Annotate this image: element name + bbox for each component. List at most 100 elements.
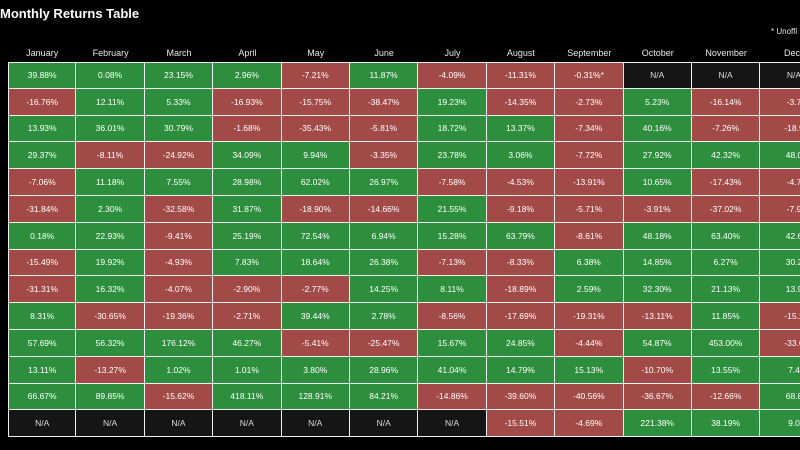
table-cell: 0.18% (8, 222, 77, 250)
column-header-february: February (92, 48, 129, 58)
table-cell: -8.61% (555, 222, 624, 250)
table-cell: 13.11% (8, 356, 77, 384)
table-cell: -19.36% (144, 303, 214, 330)
table-cell: -25.47% (349, 329, 419, 357)
table-cell: 5.33% (144, 88, 214, 116)
table-cell: 25.19% (213, 222, 282, 250)
table-cell: -7.34% (555, 115, 624, 143)
table-cell: -3.35% (349, 142, 419, 170)
table-cell: 22.93% (76, 222, 145, 250)
table-cell: 221.38% (623, 410, 692, 438)
table-cell: -11.31% (486, 62, 556, 89)
table-cell: -32.58% (144, 195, 214, 223)
column-header-july: July (444, 48, 461, 58)
table-cell: 19.92% (76, 249, 145, 277)
table-cell: -13.27% (76, 356, 145, 384)
table-cell: -18.90% (281, 195, 350, 223)
column-header-april: April (238, 48, 257, 58)
table-cell: 84.21% (349, 383, 419, 411)
table-cell: 28.96% (349, 356, 419, 384)
table-cell: -1.68% (213, 115, 282, 143)
table-cell: 176.12% (144, 329, 214, 357)
table-cell: -15.49% (8, 249, 77, 277)
table-cell: -5.71% (555, 195, 624, 223)
table-cell: -19.31% (555, 303, 624, 330)
table-cell: 30.2 (760, 249, 800, 277)
table-cell: N/A (213, 410, 282, 438)
table-cell: 14.79% (486, 356, 556, 384)
table-cell: 21.55% (418, 195, 487, 223)
table-cell: 2.30% (76, 195, 145, 223)
table-cell: -33.0 (760, 329, 800, 357)
table-cell: -7.72% (555, 142, 624, 170)
table-cell: 3.80% (281, 356, 350, 384)
table-cell: 42.32% (691, 142, 761, 170)
table-cell: -3.91% (623, 195, 692, 223)
table-cell: -40.56% (555, 383, 624, 411)
table-cell: -38.47% (349, 88, 419, 116)
table-cell: 46.27% (213, 329, 282, 357)
table-cell: 18.72% (418, 115, 487, 143)
table-cell: 18.64% (281, 249, 350, 277)
monthly-returns-table: January February March April May June July Augu… (8, 44, 800, 438)
column-header-october: October (641, 48, 674, 58)
table-cell: 42.6 (760, 222, 800, 250)
table-cell: -14.86% (418, 383, 487, 411)
table-cell: -2.71% (213, 303, 282, 330)
table-cell: 13.37% (486, 115, 556, 143)
table-cell: 2.59% (555, 276, 624, 304)
table-cell: -35.43% (281, 115, 350, 143)
table-cell: -16.93% (213, 88, 282, 116)
table-cell: -2.73% (555, 88, 624, 116)
table-cell: 23.15% (144, 62, 214, 89)
table-cell: 12.11% (76, 88, 145, 116)
table-cell: 34.09% (213, 142, 282, 170)
table-cell: -13.91% (555, 169, 624, 196)
table-cell: 6.94% (349, 222, 419, 250)
table-cell: 13.55% (691, 356, 761, 384)
table-cell: -16.14% (691, 88, 761, 116)
table-cell: N/A (691, 62, 761, 89)
table-cell: -12.66% (691, 383, 761, 411)
table-cell: 39.88% (8, 62, 77, 89)
table-cell: 39.44% (281, 303, 350, 330)
table-cell: 26.97% (349, 169, 419, 196)
table-cell: 54.87% (623, 329, 692, 357)
table-cell: N/A (760, 62, 800, 89)
table-cell: 9.0 (760, 410, 800, 438)
table-cell: -13.11% (623, 303, 692, 330)
column-header-september: September (567, 48, 612, 58)
table-cell: 14.85% (623, 249, 692, 277)
table-cell: 6.38% (555, 249, 624, 277)
table-cell: -14.35% (486, 88, 556, 116)
column-header-dece: Dece (783, 48, 800, 58)
table-cell: 63.40% (691, 222, 761, 250)
table-cell: -7.21% (281, 62, 350, 89)
table-cell: 15.67% (418, 329, 487, 357)
table-cell: 31.87% (213, 195, 282, 223)
table-cell: 128.91% (281, 383, 350, 411)
column-header-november: November (705, 48, 747, 58)
table-cell: -14.66% (349, 195, 419, 223)
table-cell: -8.33% (486, 249, 556, 277)
table-cell: 1.02% (144, 356, 214, 384)
table-cell: -18.9 (760, 115, 800, 143)
table-cell: -4.93% (144, 249, 214, 277)
table-cell: 11.85% (691, 303, 761, 330)
table-cell: 21.13% (691, 276, 761, 304)
table-cell: 15.13% (555, 356, 624, 384)
table-cell: N/A (623, 62, 692, 89)
table-cell: -15.2 (760, 303, 800, 330)
table-cell: 14.25% (349, 276, 419, 304)
table-cell: -9.18% (486, 195, 556, 223)
table-cell: N/A (144, 410, 214, 438)
table-cell: 7.55% (144, 169, 214, 196)
table-cell: -24.92% (144, 142, 214, 170)
table-cell: 28.98% (213, 169, 282, 196)
table-cell: -31.84% (8, 195, 77, 223)
table-cell: -39.60% (486, 383, 556, 411)
table-cell: -7.26% (691, 115, 761, 143)
table-cell: -15.75% (281, 88, 350, 116)
table-cell: -4.09% (418, 62, 487, 89)
table-cell: 19.23% (418, 88, 487, 116)
